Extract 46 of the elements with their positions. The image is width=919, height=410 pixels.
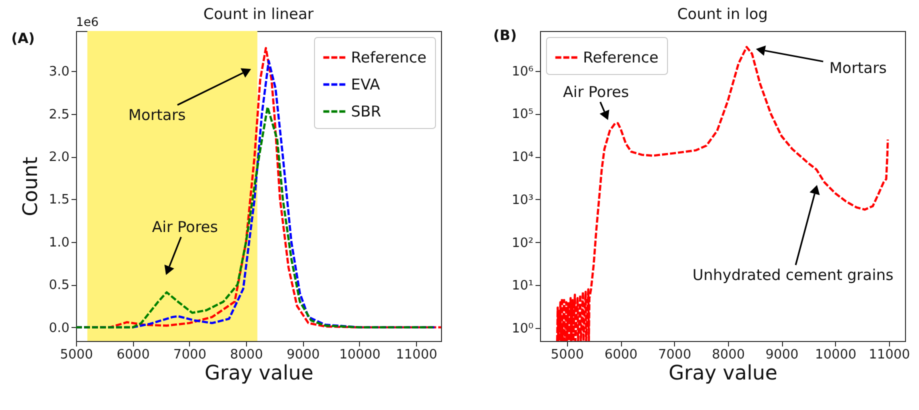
x-axis-title: Gray value xyxy=(668,360,778,384)
y-tick-label: 3.0 xyxy=(48,64,70,80)
x-tick-label: 8000 xyxy=(230,348,264,362)
y-tick-label: 10¹ xyxy=(512,278,534,294)
y-tick-label: 1.5 xyxy=(48,192,70,208)
line-series xyxy=(76,106,434,328)
annotation: Mortars xyxy=(829,59,887,77)
x-tick-label: 9000 xyxy=(286,348,320,362)
y-tick-label: 0.5 xyxy=(48,278,70,294)
annotation: Unhydrated cement grains xyxy=(692,266,894,284)
legend-label: SBR xyxy=(351,102,382,120)
y-tick-label: 10⁴ xyxy=(512,150,534,166)
y-tick-label: 0.0 xyxy=(48,320,70,336)
chart-title: Count in linear xyxy=(203,5,314,23)
annotation: Air Pores xyxy=(152,218,218,236)
legend-label: EVA xyxy=(351,76,381,94)
annotation: Air Pores xyxy=(563,83,630,101)
x-tick-label: 6000 xyxy=(604,348,638,362)
annotation: Mortars xyxy=(128,106,186,124)
x-tick-label: 10000 xyxy=(815,348,856,362)
y-tick-label: 10³ xyxy=(512,192,534,208)
y-tick-label: 2.0 xyxy=(48,150,70,166)
x-tick-label: 11000 xyxy=(868,348,910,362)
x-tick-label: 6000 xyxy=(116,348,150,362)
chart-title: Count in log xyxy=(677,5,768,23)
y-tick-label: 10⁶ xyxy=(512,64,534,80)
y-tick-label: 10⁰ xyxy=(512,322,534,337)
y-tick-label: 1.0 xyxy=(48,235,70,250)
x-tick-label: 7000 xyxy=(658,348,692,362)
legend-label: Reference xyxy=(351,48,427,66)
text: 1e6 xyxy=(76,15,99,29)
text: (A) xyxy=(11,31,35,47)
x-tick-label: 8000 xyxy=(712,348,745,362)
x-tick-label: 7000 xyxy=(173,348,206,362)
y-axis-title: Count xyxy=(18,156,42,216)
legend-label: Reference xyxy=(583,48,659,66)
x-tick-label: 11000 xyxy=(396,348,438,362)
y-tick-label: 2.5 xyxy=(48,107,70,122)
x-tick-label: 9000 xyxy=(765,348,799,362)
y-tick-label: 10² xyxy=(512,236,534,251)
x-tick-label: 5000 xyxy=(550,348,584,362)
x-tick-label: 5000 xyxy=(60,348,94,362)
x-axis-title: Gray value xyxy=(204,360,314,384)
text: (B) xyxy=(493,28,517,44)
y-tick-label: 10⁵ xyxy=(512,107,534,122)
x-tick-label: 10000 xyxy=(339,348,381,362)
